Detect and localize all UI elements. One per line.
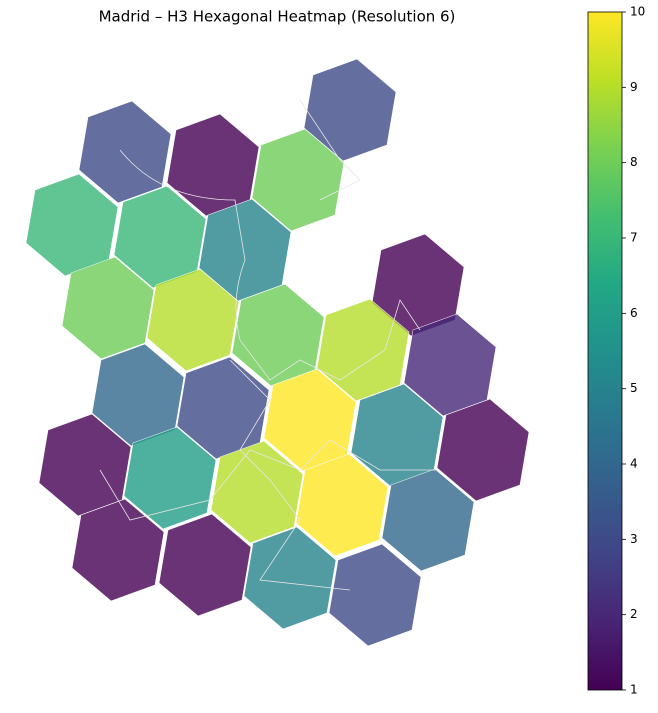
colorbar-tick-label: 1 <box>630 683 638 697</box>
colorbar-tick-label: 10 <box>630 5 645 19</box>
colorbar-tick-label: 6 <box>630 306 638 320</box>
street-line <box>229 359 351 591</box>
colorbar-tick-label: 7 <box>630 231 638 245</box>
hexagon <box>113 185 207 289</box>
colorbar-tick-label: 2 <box>630 607 638 621</box>
hexagon <box>381 468 475 572</box>
hexagon <box>25 173 119 277</box>
colorbar-tick-label: 9 <box>630 80 638 94</box>
colorbar-tick-label: 5 <box>630 381 638 395</box>
streets <box>99 99 440 591</box>
map-title: Madrid – H3 Hexagonal Heatmap (Resolutio… <box>99 8 456 26</box>
hexagon <box>38 413 132 517</box>
hexagon <box>263 368 357 472</box>
colorbar-tick-label: 4 <box>630 457 638 471</box>
colorbar <box>587 11 623 691</box>
hexagon <box>123 426 217 530</box>
colorbar-tick-label: 3 <box>630 532 638 546</box>
hexagon <box>251 128 345 232</box>
hexagon <box>166 113 260 217</box>
hexagon <box>328 543 422 647</box>
street-line <box>119 149 421 381</box>
colorbar-tick-label: 8 <box>630 155 638 169</box>
hexagon <box>78 100 172 204</box>
hexagon <box>403 313 497 417</box>
hexagon <box>91 343 185 447</box>
hexagon <box>176 356 270 460</box>
hexagon <box>71 498 165 602</box>
hexagon <box>210 440 304 544</box>
hexagon <box>158 513 252 617</box>
hexagon <box>295 453 389 557</box>
hexagon <box>436 398 530 502</box>
street-line <box>99 439 440 521</box>
hexagon <box>146 268 240 372</box>
street-line <box>299 99 361 201</box>
hexagon <box>61 256 155 360</box>
hexagon <box>371 233 465 337</box>
hexagons <box>25 58 530 647</box>
hexagon <box>243 526 337 630</box>
hexagon <box>350 383 444 487</box>
hexagon <box>316 298 410 402</box>
